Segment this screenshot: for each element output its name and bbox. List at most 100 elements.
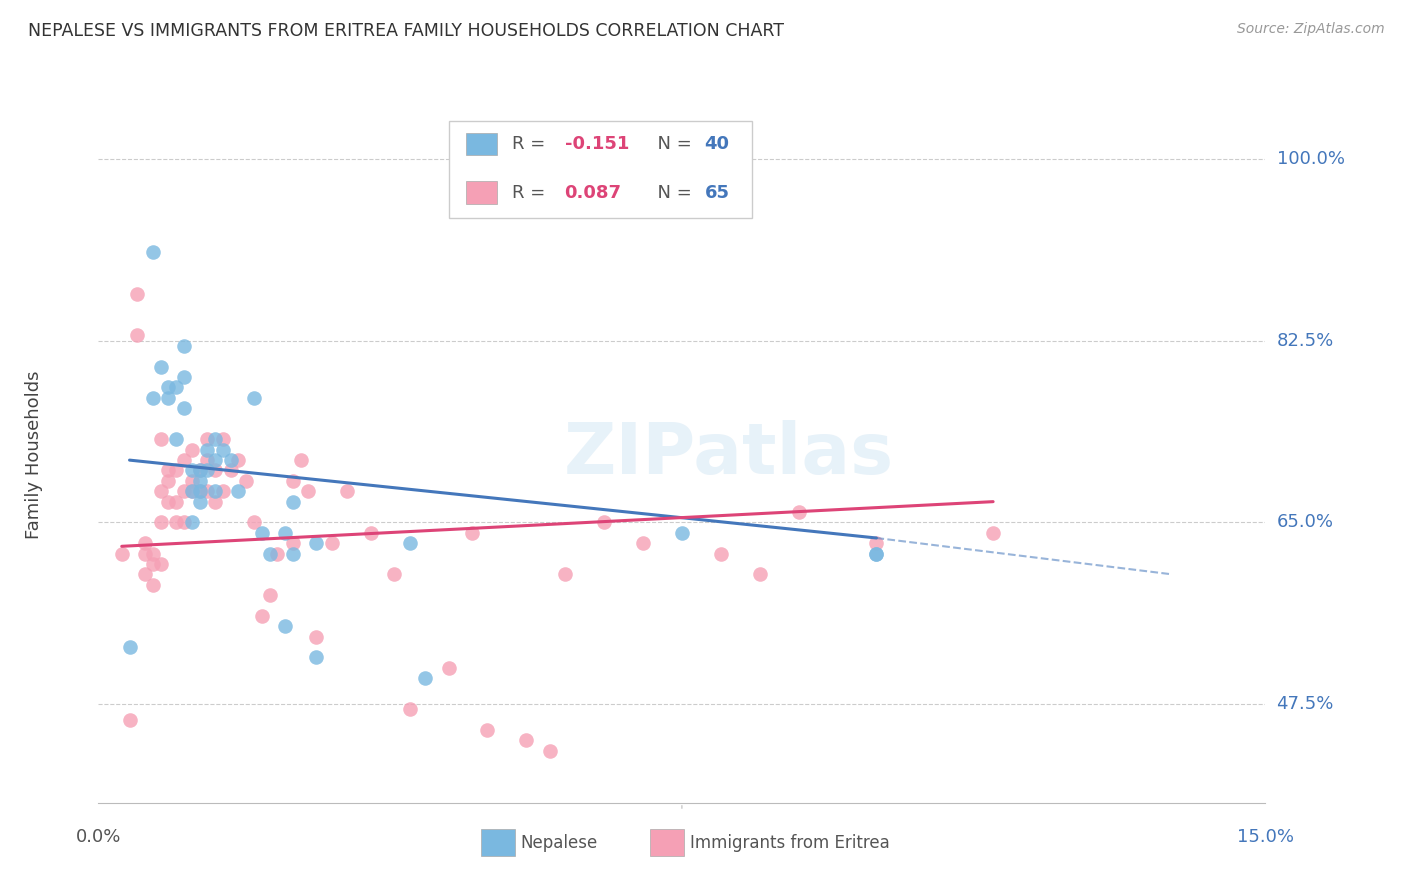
Point (336, 484, 359, 499)
Text: Nepalese: Nepalese (520, 834, 598, 852)
Point (250, 525, 273, 540)
Point (360, 525, 382, 540)
Point (212, 442, 235, 457)
Point (157, 494, 180, 508)
Point (188, 494, 211, 508)
Point (165, 380, 187, 394)
Point (195, 453, 218, 467)
FancyBboxPatch shape (481, 830, 515, 856)
Point (180, 463, 202, 477)
Text: 65: 65 (704, 184, 730, 202)
Point (631, 536, 654, 550)
Point (157, 474, 180, 488)
Text: Family Households: Family Households (25, 371, 44, 539)
Point (321, 536, 343, 550)
Point (554, 567, 576, 582)
Text: 47.5%: 47.5% (1277, 695, 1334, 713)
Point (398, 702, 420, 716)
Point (219, 453, 242, 467)
Text: NEPALESE VS IMMIGRANTS FROM ERITREA FAMILY HOUSEHOLDS CORRELATION CHART: NEPALESE VS IMMIGRANTS FROM ERITREA FAMI… (28, 22, 785, 40)
Point (461, 525, 484, 540)
Point (413, 671, 436, 685)
Point (204, 463, 226, 477)
Text: R =: R = (512, 135, 551, 153)
Point (173, 401, 195, 416)
Point (180, 442, 202, 457)
FancyBboxPatch shape (449, 121, 752, 219)
Text: 65.0%: 65.0% (1277, 514, 1333, 532)
Point (219, 463, 242, 477)
Text: -0.151: -0.151 (565, 135, 628, 153)
Point (149, 516, 172, 530)
Point (243, 391, 266, 405)
FancyBboxPatch shape (465, 181, 496, 203)
Point (118, 713, 141, 727)
Text: Immigrants from Eritrea: Immigrants from Eritrea (690, 834, 890, 852)
Point (865, 547, 887, 561)
Point (111, 547, 134, 561)
Point (180, 474, 202, 488)
Point (127, 287, 149, 301)
Point (180, 516, 202, 530)
Point (865, 547, 887, 561)
Point (142, 547, 165, 561)
Point (165, 433, 187, 447)
Point (142, 578, 165, 592)
Point (281, 547, 304, 561)
Point (127, 328, 149, 343)
Point (204, 494, 226, 508)
Point (710, 547, 733, 561)
Point (477, 723, 499, 738)
Point (212, 433, 235, 447)
Point (188, 463, 211, 477)
Point (274, 619, 297, 633)
Point (382, 567, 405, 582)
Point (149, 359, 172, 374)
Point (515, 733, 537, 747)
Point (188, 484, 211, 499)
Point (142, 391, 165, 405)
Point (173, 370, 195, 384)
Point (195, 442, 218, 457)
Point (142, 557, 165, 571)
Point (173, 453, 195, 467)
Point (142, 245, 165, 260)
Text: 0.087: 0.087 (565, 184, 621, 202)
Point (149, 484, 172, 499)
Point (165, 463, 187, 477)
Point (165, 516, 187, 530)
Text: 82.5%: 82.5% (1277, 332, 1334, 350)
Point (290, 453, 312, 467)
Point (593, 516, 616, 530)
Point (981, 525, 1004, 540)
Point (195, 463, 218, 477)
Point (671, 525, 693, 540)
Point (157, 391, 180, 405)
Point (134, 567, 156, 582)
Point (243, 516, 266, 530)
Text: 0.0%: 0.0% (76, 828, 121, 846)
FancyBboxPatch shape (651, 830, 685, 856)
Point (259, 588, 281, 602)
Point (281, 494, 304, 508)
Point (188, 463, 211, 477)
FancyBboxPatch shape (465, 133, 496, 155)
Point (204, 453, 226, 467)
Point (259, 547, 281, 561)
Point (165, 494, 187, 508)
Point (173, 516, 195, 530)
Text: 15.0%: 15.0% (1237, 828, 1294, 846)
Point (173, 339, 195, 353)
Point (204, 484, 226, 499)
Text: Source: ZipAtlas.com: Source: ZipAtlas.com (1237, 22, 1385, 37)
Point (305, 536, 328, 550)
Point (228, 484, 250, 499)
Point (281, 536, 304, 550)
Point (149, 433, 172, 447)
Point (180, 484, 202, 499)
Point (157, 380, 180, 394)
Point (437, 661, 460, 675)
Point (748, 567, 770, 582)
Point (149, 557, 172, 571)
Point (134, 547, 156, 561)
